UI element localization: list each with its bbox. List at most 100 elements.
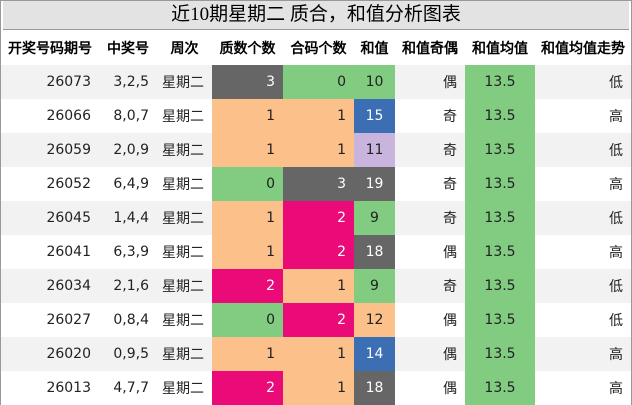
sum-cell: 9: [354, 269, 395, 303]
issue-cell: 26045: [1, 201, 99, 235]
prime-count-cell: 0: [212, 303, 283, 337]
winning-number-cell: 6,4,9: [99, 167, 157, 201]
winning-number-cell: 0,8,4: [99, 303, 157, 337]
header-issue: 开奖号码期号: [1, 30, 99, 65]
sum-average-trend-cell: 低: [535, 303, 631, 337]
header-sum: 和值: [354, 30, 395, 65]
sum-cell: 15: [354, 99, 395, 133]
sum-parity-cell: 奇: [395, 133, 465, 167]
sum-cell: 12: [354, 303, 395, 337]
winning-number-cell: 2,1,6: [99, 269, 157, 303]
winning-number-cell: 8,0,7: [99, 99, 157, 133]
issue-cell: 26066: [1, 99, 99, 133]
table-row: 26027 0,8,4 星期二 0 2 12 偶 13.5 低: [1, 303, 631, 337]
sum-average-cell: 13.5: [465, 99, 535, 133]
composite-count-cell: 2: [283, 235, 354, 269]
header-sum-average-trend: 和值均值走势: [535, 30, 631, 65]
sum-cell: 18: [354, 371, 395, 405]
weekday-cell: 星期二: [157, 99, 212, 133]
issue-cell: 26052: [1, 167, 99, 201]
winning-number-cell: 0,9,5: [99, 337, 157, 371]
table-row: 26052 6,4,9 星期二 0 3 19 奇 13.5 高: [1, 167, 631, 201]
composite-count-cell: 3: [283, 167, 354, 201]
prime-count-cell: 1: [212, 201, 283, 235]
sum-average-cell: 13.5: [465, 337, 535, 371]
table-row: 26045 1,4,4 星期二 1 2 9 奇 13.5 低: [1, 201, 631, 235]
composite-count-cell: 1: [283, 269, 354, 303]
issue-cell: 26020: [1, 337, 99, 371]
issue-cell: 26034: [1, 269, 99, 303]
sum-parity-cell: 偶: [395, 337, 465, 371]
sum-average-cell: 13.5: [465, 235, 535, 269]
composite-count-cell: 2: [283, 303, 354, 337]
sum-average-cell: 13.5: [465, 303, 535, 337]
prime-count-cell: 1: [212, 337, 283, 371]
header-sum-average: 和值均值: [465, 30, 535, 65]
table-row: 26013 4,7,7 星期二 2 1 18 偶 13.5 高: [1, 371, 631, 405]
sum-average-cell: 13.5: [465, 201, 535, 235]
header-prime-count: 质数个数: [212, 30, 283, 65]
sum-average-cell: 13.5: [465, 65, 535, 99]
sum-parity-cell: 偶: [395, 235, 465, 269]
sum-average-trend-cell: 低: [535, 201, 631, 235]
sum-parity-cell: 偶: [395, 303, 465, 337]
table-row: 26059 2,0,9 星期二 1 1 11 奇 13.5 低: [1, 133, 631, 167]
table-row: 26034 2,1,6 星期二 2 1 9 奇 13.5 低: [1, 269, 631, 303]
sum-average-trend-cell: 低: [535, 269, 631, 303]
issue-cell: 26027: [1, 303, 99, 337]
prime-count-cell: 1: [212, 235, 283, 269]
table-row: 26041 6,3,9 星期二 1 2 18 偶 13.5 高: [1, 235, 631, 269]
sum-average-trend-cell: 高: [535, 99, 631, 133]
prime-count-cell: 1: [212, 133, 283, 167]
sum-average-cell: 13.5: [465, 269, 535, 303]
composite-count-cell: 1: [283, 337, 354, 371]
sum-average-cell: 13.5: [465, 167, 535, 201]
issue-cell: 26059: [1, 133, 99, 167]
analysis-table: 开奖号码期号 中奖号 周次 质数个数 合码个数 和值 和值奇偶 和值均值 和值均…: [1, 30, 631, 405]
sum-average-trend-cell: 高: [535, 235, 631, 269]
sum-parity-cell: 奇: [395, 99, 465, 133]
sum-average-trend-cell: 低: [535, 65, 631, 99]
issue-cell: 26073: [1, 65, 99, 99]
winning-number-cell: 4,7,7: [99, 371, 157, 405]
sum-parity-cell: 奇: [395, 269, 465, 303]
issue-cell: 26041: [1, 235, 99, 269]
sum-cell: 10: [354, 65, 395, 99]
sum-average-cell: 13.5: [465, 133, 535, 167]
sum-parity-cell: 偶: [395, 371, 465, 405]
header-composite-count: 合码个数: [283, 30, 354, 65]
weekday-cell: 星期二: [157, 269, 212, 303]
composite-count-cell: 1: [283, 133, 354, 167]
prime-count-cell: 2: [212, 269, 283, 303]
sum-average-cell: 13.5: [465, 371, 535, 405]
weekday-cell: 星期二: [157, 371, 212, 405]
table-row: 26020 0,9,5 星期二 1 1 14 偶 13.5 高: [1, 337, 631, 371]
prime-count-cell: 0: [212, 167, 283, 201]
winning-number-cell: 3,2,5: [99, 65, 157, 99]
header-week: 周次: [157, 30, 212, 65]
composite-count-cell: 1: [283, 99, 354, 133]
weekday-cell: 星期二: [157, 133, 212, 167]
header-sum-parity: 和值奇偶: [395, 30, 465, 65]
header-number: 中奖号: [99, 30, 157, 65]
prime-count-cell: 3: [212, 65, 283, 99]
weekday-cell: 星期二: [157, 167, 212, 201]
composite-count-cell: 1: [283, 371, 354, 405]
weekday-cell: 星期二: [157, 201, 212, 235]
sum-average-trend-cell: 高: [535, 371, 631, 405]
sum-average-trend-cell: 高: [535, 337, 631, 371]
weekday-cell: 星期二: [157, 235, 212, 269]
prime-count-cell: 2: [212, 371, 283, 405]
sum-cell: 14: [354, 337, 395, 371]
prime-count-cell: 1: [212, 99, 283, 133]
table-row: 26066 8,0,7 星期二 1 1 15 奇 13.5 高: [1, 99, 631, 133]
sum-parity-cell: 奇: [395, 201, 465, 235]
winning-number-cell: 1,4,4: [99, 201, 157, 235]
composite-count-cell: 2: [283, 201, 354, 235]
header-row: 开奖号码期号 中奖号 周次 质数个数 合码个数 和值 和值奇偶 和值均值 和值均…: [1, 30, 631, 65]
table-row: 26073 3,2,5 星期二 3 0 10 偶 13.5 低: [1, 65, 631, 99]
sum-parity-cell: 奇: [395, 167, 465, 201]
sum-cell: 9: [354, 201, 395, 235]
page-title: 近10期星期二 质合，和值分析图表: [3, 1, 629, 30]
